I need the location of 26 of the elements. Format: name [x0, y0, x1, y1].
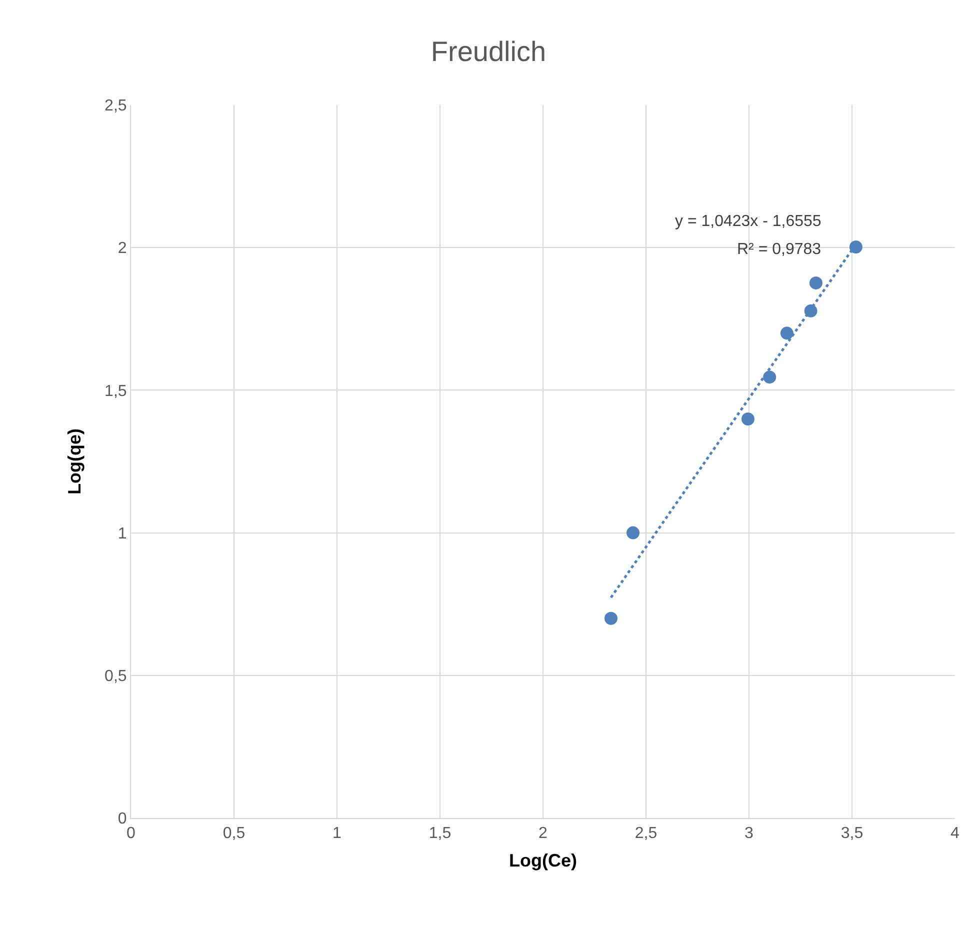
- point: [809, 276, 822, 290]
- x-axis-title: Log(Ce): [509, 850, 577, 870]
- y-axis-title: Log(qe): [64, 428, 85, 494]
- x-tick-label: 3: [744, 825, 754, 842]
- point: [780, 326, 794, 340]
- x-tick-label: 2,5: [634, 825, 658, 842]
- x-tick-label: 0,5: [222, 825, 246, 842]
- y-tick-label: 1,5: [104, 382, 127, 400]
- annotation: y = 1,0423x - 1,6555: [675, 213, 822, 230]
- point: [604, 612, 618, 625]
- point: [741, 412, 754, 426]
- x-tick-label: 1,5: [428, 825, 452, 842]
- chart-title: Freudlich: [430, 36, 546, 68]
- x-tick-label: 4: [950, 825, 960, 842]
- annotation: R² = 0,9783: [737, 241, 822, 258]
- y-tick-label: 2,5: [104, 98, 127, 115]
- y-tick-label: 2: [118, 240, 127, 258]
- x-tick-label: 3,5: [840, 825, 864, 842]
- point: [849, 240, 862, 254]
- point: [763, 370, 776, 384]
- x-tick-label: 1: [332, 825, 342, 842]
- y-tick-label: 0,5: [104, 668, 127, 685]
- y-tick-label: 0: [118, 810, 127, 828]
- y-tick-label: 1: [118, 525, 127, 542]
- point: [626, 526, 640, 540]
- x-tick-label: 2: [538, 825, 548, 842]
